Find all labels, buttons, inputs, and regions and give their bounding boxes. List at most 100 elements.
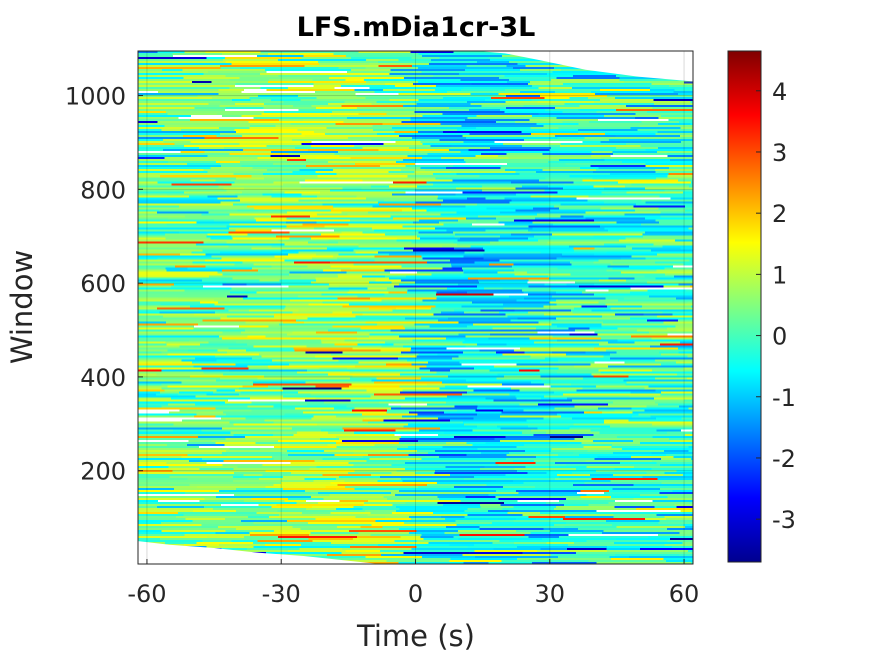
heatmap-cell bbox=[306, 499, 340, 503]
heatmap-cell bbox=[675, 325, 694, 328]
heatmap-cell bbox=[541, 379, 624, 383]
heatmap-cell bbox=[197, 323, 280, 326]
heatmap-cell bbox=[527, 271, 622, 274]
heatmap-cell bbox=[230, 431, 298, 435]
heatmap-cell bbox=[545, 501, 610, 505]
heatmap-cell bbox=[138, 273, 223, 276]
heatmap-cell bbox=[138, 95, 199, 98]
heatmap-cell bbox=[138, 213, 203, 216]
heatmap-cell bbox=[308, 303, 350, 306]
heatmap-cell bbox=[271, 195, 318, 198]
heatmap-cell bbox=[255, 441, 337, 445]
heatmap-cell bbox=[667, 155, 694, 158]
heatmap-cell bbox=[269, 401, 325, 405]
heatmap-cell bbox=[341, 547, 413, 551]
heatmap-cell bbox=[500, 109, 546, 112]
heatmap-cell bbox=[290, 123, 337, 126]
heatmap-cell bbox=[217, 349, 247, 352]
heatmap-cell bbox=[336, 173, 434, 176]
heatmap-cell bbox=[600, 157, 694, 160]
heatmap-cell bbox=[297, 431, 329, 435]
heatmap-cell bbox=[307, 149, 379, 152]
heatmap-cell bbox=[138, 315, 164, 318]
heatmap-cell bbox=[519, 403, 539, 407]
heatmap-cell bbox=[596, 111, 648, 114]
heatmap-cell bbox=[666, 453, 694, 457]
heatmap-cell bbox=[634, 341, 681, 344]
heatmap-cell bbox=[572, 399, 606, 403]
heatmap-cell bbox=[405, 191, 463, 194]
heatmap-cell bbox=[138, 397, 172, 401]
heatmap-cell bbox=[604, 193, 694, 196]
heatmap-cell bbox=[571, 263, 612, 266]
heatmap-cell bbox=[461, 329, 501, 332]
heatmap-cell bbox=[643, 313, 674, 316]
heatmap-cell bbox=[658, 117, 694, 120]
heatmap-cell bbox=[347, 291, 390, 294]
heatmap-cell bbox=[256, 289, 350, 292]
heatmap-cell bbox=[602, 315, 658, 318]
heatmap-cell bbox=[312, 539, 396, 543]
heatmap-cell bbox=[338, 285, 395, 288]
heatmap-cell bbox=[608, 289, 649, 292]
heatmap-cell bbox=[283, 321, 305, 324]
heatmap-cell bbox=[626, 191, 684, 194]
heatmap-cell bbox=[348, 223, 445, 226]
heatmap-cell bbox=[138, 449, 227, 453]
heatmap-cell bbox=[610, 263, 685, 266]
heatmap-cell bbox=[227, 425, 320, 429]
heatmap-cell bbox=[194, 107, 227, 110]
heatmap-cell bbox=[138, 427, 223, 431]
heatmap-cell bbox=[468, 149, 551, 152]
heatmap-cell bbox=[316, 195, 358, 198]
heatmap-cell bbox=[685, 289, 694, 292]
heatmap-cell bbox=[613, 515, 666, 519]
heatmap-cell bbox=[163, 139, 239, 142]
heatmap-cell bbox=[633, 483, 694, 487]
heatmap-cell bbox=[436, 481, 524, 485]
heatmap-cell bbox=[451, 263, 490, 266]
heatmap-cell bbox=[672, 313, 694, 316]
heatmap-cell bbox=[463, 423, 539, 427]
heatmap-cell bbox=[392, 127, 477, 130]
heatmap-cell bbox=[537, 101, 595, 104]
heatmap-cell bbox=[138, 127, 220, 130]
heatmap-cell bbox=[164, 541, 197, 545]
heatmap-cell bbox=[581, 441, 641, 445]
heatmap-cell bbox=[530, 381, 627, 385]
heatmap-cell bbox=[434, 471, 529, 475]
heatmap-cell bbox=[138, 479, 234, 483]
heatmap-cell bbox=[179, 391, 214, 395]
heatmap-cell bbox=[234, 129, 298, 132]
heatmap-cell bbox=[440, 123, 537, 126]
heatmap-cell bbox=[445, 401, 521, 405]
heatmap-cell bbox=[172, 53, 223, 56]
heatmap-cell bbox=[564, 515, 614, 519]
heatmap-cell bbox=[289, 523, 373, 527]
heatmap-cell bbox=[626, 381, 694, 385]
heatmap-cell bbox=[615, 109, 694, 112]
heatmap-cell bbox=[645, 201, 694, 204]
heatmap-cell bbox=[293, 105, 313, 108]
heatmap-cell bbox=[676, 469, 694, 473]
heatmap-cell bbox=[138, 537, 161, 541]
heatmap-cell bbox=[450, 171, 516, 174]
heatmap-cell bbox=[273, 457, 324, 461]
heatmap-cell bbox=[289, 271, 348, 274]
heatmap-cell bbox=[667, 431, 691, 435]
heatmap-cell bbox=[138, 499, 159, 503]
heatmap-cell bbox=[408, 411, 445, 415]
heatmap-cell bbox=[469, 133, 532, 136]
heatmap-cell bbox=[483, 253, 563, 256]
heatmap-cell bbox=[482, 189, 545, 192]
heatmap-cell bbox=[138, 161, 169, 164]
heatmap-cell bbox=[628, 419, 659, 423]
heatmap-cell bbox=[162, 315, 228, 318]
heatmap-cell bbox=[649, 295, 694, 298]
heatmap-cell bbox=[306, 165, 381, 168]
heatmap-cell bbox=[640, 145, 694, 148]
heatmap-cell bbox=[138, 533, 185, 537]
heatmap-cell bbox=[202, 319, 297, 322]
heatmap-cell bbox=[418, 81, 508, 84]
heatmap-cell bbox=[435, 449, 526, 453]
